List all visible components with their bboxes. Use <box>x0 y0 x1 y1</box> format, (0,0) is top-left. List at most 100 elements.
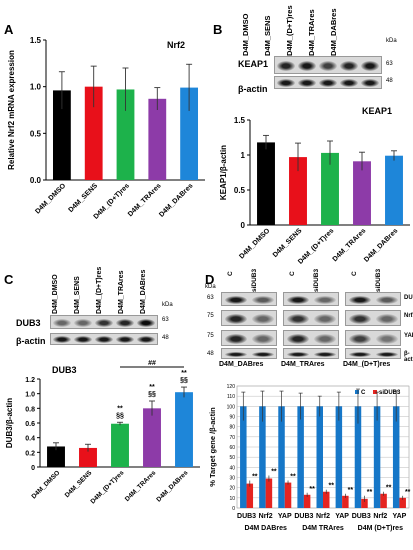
blot-band <box>53 319 71 327</box>
significance-label: ** <box>348 487 354 494</box>
bar-control <box>259 406 266 508</box>
significance-label: ** <box>386 485 392 492</box>
y-tick-label: 0.5 <box>234 186 246 195</box>
bar-control <box>297 406 304 508</box>
lane-label: C <box>227 271 234 276</box>
category-label: Nrf2 <box>259 513 273 520</box>
blot-band <box>277 79 295 87</box>
blot-strip <box>283 330 339 346</box>
row-label: YAP <box>404 333 413 339</box>
bar <box>148 98 167 180</box>
category-label: Nrf2 <box>373 513 387 520</box>
category-label: YAP <box>335 513 349 520</box>
bar <box>321 152 339 225</box>
y-axis-label: KEAP1/β-actin <box>219 145 228 200</box>
lane-label: D4M_DMSO <box>241 13 250 56</box>
bar <box>175 392 193 467</box>
blot-strip <box>345 330 401 346</box>
lane-label: D4M_DMSO <box>52 274 59 314</box>
panel-label-d: D <box>205 272 215 287</box>
blot-band <box>376 334 398 344</box>
significance-label: ** <box>290 474 296 481</box>
legend-swatch <box>355 390 359 394</box>
group-label: D4M TRAres <box>302 525 344 532</box>
blot-band <box>340 61 358 71</box>
bar-sidub3 <box>323 491 330 508</box>
mw-label: 48 <box>386 78 393 84</box>
bar <box>111 423 129 467</box>
blot-strip <box>221 348 277 359</box>
chart-a-nrf2-mrna: 0.0 0.5 1.0 1.5 Relative Nrf2 mRNA expressio… <box>7 36 205 221</box>
y-tick-label: 0 <box>241 221 246 230</box>
category-label: D4M_SENS <box>67 182 99 214</box>
mw-label: 75 <box>207 333 214 339</box>
blot-band <box>225 314 247 324</box>
y-tick-label: 0 <box>31 465 35 472</box>
blot-band <box>287 296 309 304</box>
category-label: D4M_DMSO <box>34 182 67 215</box>
blot-band <box>74 319 92 327</box>
blot-band <box>376 296 398 304</box>
bar <box>52 90 71 180</box>
category-label: D4M_(D+T)res <box>89 469 125 505</box>
blot-strip <box>221 310 277 326</box>
group-label: D4M DABres <box>244 525 287 532</box>
bar-sidub3 <box>342 495 349 508</box>
y-tick-label: 1.5 <box>30 36 42 45</box>
mw-label: 48 <box>162 335 169 341</box>
row-label: DUB3 <box>16 318 41 328</box>
blot-band <box>340 79 358 87</box>
bar-control <box>335 406 343 508</box>
blot-band <box>287 352 309 357</box>
row-label: β-actin <box>238 84 268 94</box>
bar <box>143 408 161 467</box>
y-tick-label: 40 <box>229 465 235 471</box>
legend-swatch <box>373 390 377 394</box>
category-label: D4M_DABres <box>158 182 194 218</box>
legend-label: siDUB3 <box>379 390 401 396</box>
significance-label: ** <box>405 489 411 496</box>
y-axis-label: DUB3/β-actin <box>5 398 14 448</box>
bar-sidub3 <box>265 478 273 508</box>
blot-band <box>349 352 371 357</box>
blot-band <box>95 319 113 327</box>
lane-label: D4M_DABres <box>329 8 338 56</box>
bar-sidub3 <box>399 497 406 508</box>
category-label: YAP <box>393 513 407 520</box>
chart-title: DUB3 <box>52 365 77 375</box>
lane-label: D4M_TRAres <box>118 270 125 314</box>
y-tick-label: 60 <box>229 445 235 451</box>
kda-label: kDa <box>386 38 397 44</box>
significance-label: §§ <box>116 412 124 419</box>
y-tick-label: 0.4 <box>25 436 35 443</box>
bar <box>289 157 307 225</box>
row-label: Nrf2 <box>404 313 413 319</box>
chart-c-dub3: 0 0.2 0.4 0.6 0.8 1.0 1.2 DUB3/β-actin DUB3 D4M_D… <box>5 360 200 505</box>
blot-band <box>137 319 155 327</box>
chart-title: Nrf2 <box>167 40 185 50</box>
blot-band <box>361 79 379 87</box>
significance-label: §§ <box>180 377 188 384</box>
blot-band <box>298 79 316 87</box>
group-label: D4M_DABres <box>219 361 264 368</box>
blot-strip <box>283 310 339 326</box>
bar-sidub3 <box>303 494 311 508</box>
kda-label: kDa <box>205 284 216 290</box>
y-tick-label: 1.0 <box>30 83 42 92</box>
blot-band <box>314 352 336 357</box>
significance-label: ** <box>181 370 187 377</box>
category-label: D4M_DABres <box>363 227 399 263</box>
kda-label: kDa <box>162 302 173 308</box>
y-tick-label: 20 <box>229 486 235 492</box>
blot-band <box>137 336 155 343</box>
bar <box>385 155 403 225</box>
mw-label: 63 <box>386 61 393 67</box>
blot-strip <box>221 330 277 346</box>
group-label: D4M_(D+T)res <box>343 361 391 368</box>
category-label: YAP <box>278 513 292 520</box>
blot-band <box>252 352 274 357</box>
blot-b-keap1: D4M_DMSO D4M_SENS D4M_(D+T)res D4M_TRAres D4… <box>236 4 411 110</box>
y-tick-label: 1.0 <box>25 392 35 399</box>
category-label: D4M_DABres <box>155 469 189 503</box>
